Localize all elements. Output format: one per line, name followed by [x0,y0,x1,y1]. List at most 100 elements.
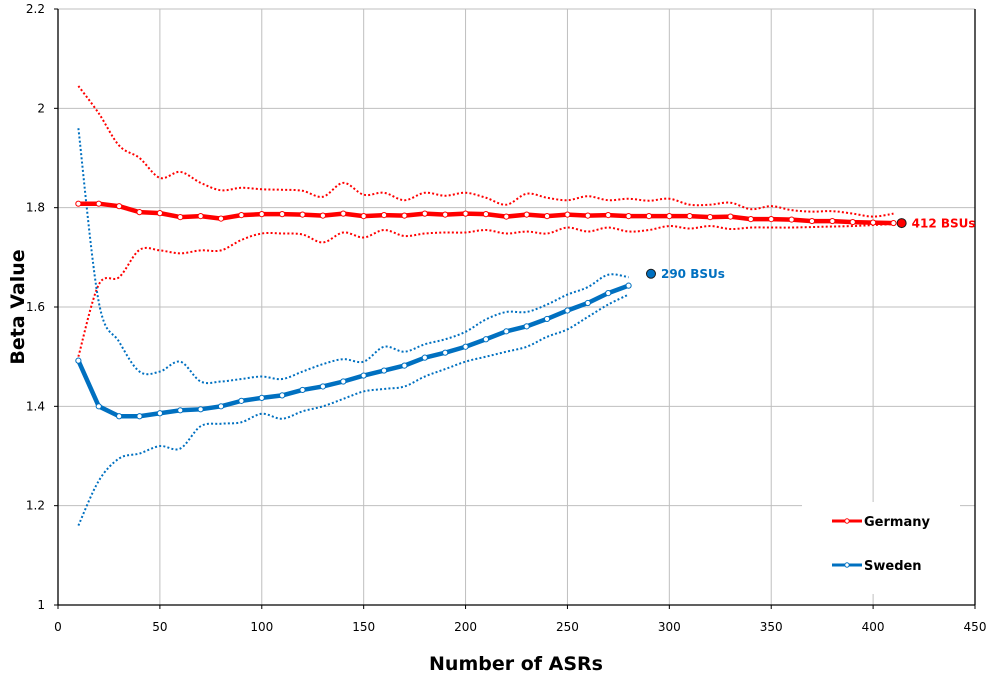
x-tick-label: 50 [152,620,167,634]
data-point-marker [625,213,632,220]
data-point-marker [340,210,347,217]
data-point-marker [95,200,102,207]
data-point-marker [727,213,734,220]
data-point-marker [197,213,204,220]
x-tick-label: 200 [454,620,477,634]
x-tick-label: 400 [862,620,885,634]
x-tick-label: 300 [658,620,681,634]
data-point-marker [95,403,102,410]
x-tick-label: 150 [352,620,375,634]
data-point-marker [482,336,490,343]
annotation-dot-icon [896,218,907,229]
data-point-marker [299,386,306,394]
data-point-marker [421,210,428,217]
plot-series [75,85,897,526]
data-point-marker [564,307,571,314]
data-point-marker [217,215,225,222]
series-germany [75,200,897,227]
y-tick-label: 1.8 [26,201,45,215]
y-tick-label: 2.2 [26,2,45,16]
data-point-marker [279,211,286,218]
series-sweden [75,282,632,420]
data-point-marker [360,372,367,379]
data-point-marker [136,413,143,420]
data-point-marker [238,212,245,219]
data-point-marker [666,213,673,220]
data-point-marker [462,343,469,350]
y-tick-label: 1.2 [26,499,45,513]
data-point-marker [156,210,163,217]
legend-box [802,502,960,594]
annotation-dot-icon [645,268,656,279]
data-point-marker [462,210,469,217]
series-line [76,283,631,419]
x-tick-label: 450 [964,620,987,634]
data-point-marker [706,214,714,221]
legend-label-sweden: Sweden [864,559,922,574]
data-point-marker [136,209,143,216]
data-point-marker [645,213,653,220]
data-point-marker [421,354,428,361]
data-point-marker [238,397,245,404]
data-point-marker [523,211,530,218]
data-point-marker [768,215,775,223]
data-point-marker [870,219,877,226]
data-point-marker [279,392,286,399]
data-point-marker [747,215,754,223]
data-point-marker [340,378,347,385]
data-point-marker [177,214,184,221]
data-point-marker [197,406,204,413]
annotation-412-bsus: 412 BSUs [896,217,976,231]
legend-item-sweden: Sweden [832,559,922,574]
y-tick-label: 1 [37,598,45,612]
data-point-marker [543,315,551,323]
legend-label-germany: Germany [864,515,930,530]
data-point-marker [543,213,551,220]
data-point-marker [299,211,306,218]
data-point-marker [503,213,510,220]
data-point-marker [319,212,327,219]
data-point-marker [442,349,449,356]
data-point-marker [380,212,388,219]
annotation-label: 412 BSUs [912,217,976,231]
legend: Germany Sweden [802,502,960,594]
data-point-marker [75,200,82,207]
data-point-marker [482,211,490,218]
y-tick-label: 1.4 [26,399,45,413]
data-point-marker [584,212,591,219]
data-point-marker [401,212,408,219]
legend-marker-icon [844,518,850,524]
data-point-marker [605,289,612,297]
data-point-marker [116,203,123,210]
data-point-marker [829,217,836,225]
x-tick-label: 350 [760,620,783,634]
data-point-marker [849,218,856,226]
axes: 0 50 100 150 200 250 300 350 400 450 1 1.2 1.4 1.6 1.8… [26,2,987,634]
data-point-marker [258,211,265,218]
series-sweden-lower-ci [77,293,630,526]
annotation-label: 290 BSUs [661,267,725,281]
data-point-marker [625,282,632,289]
data-point-marker [217,403,225,410]
data-point-marker [605,212,612,219]
x-tick-label: 100 [250,620,273,634]
annotation-290-bsus: 290 BSUs [645,267,725,281]
data-point-marker [116,413,123,420]
data-point-marker [584,299,591,307]
data-point-marker [564,211,571,218]
x-axis-title: Number of ASRs [429,653,603,675]
y-axis-title: Beta Value [7,249,29,364]
data-point-marker [686,213,693,220]
legend-item-germany: Germany [832,515,930,530]
x-tick-label: 250 [556,620,579,634]
y-tick-label: 1.6 [26,300,45,314]
data-point-marker [808,217,816,225]
series-sweden-upper-ci [77,128,629,385]
data-point-marker [890,219,897,227]
legend-marker-icon [844,562,850,568]
data-point-marker [503,328,510,335]
data-point-marker [442,211,449,218]
series-germany-upper-ci [77,85,894,218]
data-point-marker [788,216,795,223]
